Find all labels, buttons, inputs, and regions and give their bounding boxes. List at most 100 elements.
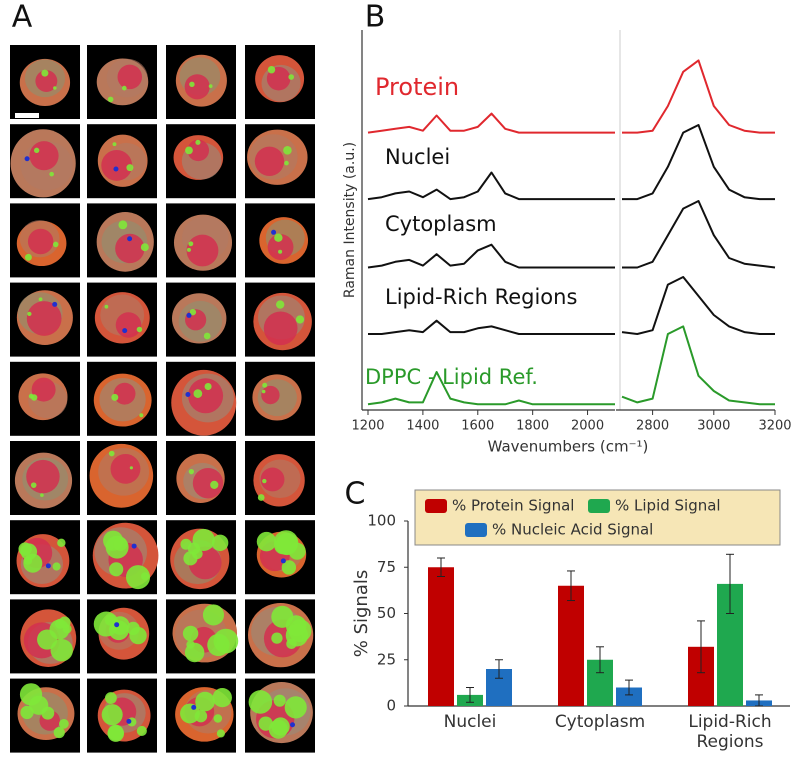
x-tick-label: 3000: [697, 419, 730, 434]
bar: [616, 687, 642, 706]
lipid-spot: [126, 164, 134, 172]
spectrum-line: [367, 243, 615, 269]
spectrum-line: [367, 171, 615, 201]
spectrum-line: [367, 371, 615, 406]
lipid-spot: [262, 382, 268, 388]
lipid-spot: [108, 450, 115, 457]
lipid-spot: [195, 139, 201, 145]
lipid-spot: [104, 304, 109, 309]
lipid-spot: [202, 604, 225, 626]
dna-spot: [186, 312, 192, 318]
dna-spot: [271, 229, 277, 235]
cell-nucleus: [188, 378, 224, 414]
lipid-spot: [59, 718, 69, 729]
lipid-spot: [248, 690, 273, 714]
lipid-spot: [109, 562, 124, 577]
cell-nucleus: [267, 234, 294, 260]
lipid-spot: [275, 532, 298, 556]
lipid-spot: [136, 326, 143, 333]
lipid-spot: [24, 253, 32, 261]
lipid-spot: [33, 147, 40, 154]
lipid-spot: [188, 469, 195, 475]
spectrum-line: [621, 325, 775, 406]
legend-swatch: [588, 499, 610, 513]
x-tick-label: 1200: [351, 419, 384, 434]
cell-nucleus: [115, 312, 142, 338]
cell-nucleus: [26, 301, 62, 336]
y-tick-label: 25: [377, 650, 396, 668]
lipid-spot: [186, 247, 191, 252]
cell-nucleus: [187, 139, 210, 162]
x-tick-label: 1600: [461, 419, 494, 434]
lipid-spot: [295, 315, 305, 324]
lipid-spot: [185, 146, 193, 155]
lipid-spot: [111, 393, 119, 401]
cell-nucleus: [117, 64, 143, 90]
y-axis-label: Raman Intensity (a.u.): [342, 142, 358, 298]
lipid-spot: [107, 725, 125, 742]
series-label: Lipid-Rich Regions: [385, 285, 577, 309]
lipid-spot: [261, 389, 266, 394]
dna-spot: [185, 391, 191, 397]
lipid-spot: [139, 413, 144, 418]
lipid-spot: [41, 69, 49, 77]
lipid-spot: [50, 639, 73, 662]
lipid-spot: [129, 466, 133, 470]
x-tick-label: 1400: [406, 419, 439, 434]
lipid-spot: [182, 625, 199, 642]
lipid-spot: [211, 534, 229, 552]
dna-spot: [290, 722, 296, 728]
lipid-spot: [30, 394, 38, 401]
panel-label: C: [345, 477, 366, 512]
lipid-spot: [288, 619, 312, 643]
lipid-spot: [38, 297, 43, 302]
scale-bar: [15, 113, 39, 118]
lipid-spot: [271, 632, 283, 644]
spectrum-line: [622, 200, 776, 269]
dna-spot: [113, 166, 119, 172]
spectrum-line: [622, 124, 775, 201]
lipid-spot: [195, 691, 215, 712]
legend-swatch: [465, 523, 487, 537]
lipid-spot: [105, 535, 129, 559]
lipid-spot: [258, 716, 273, 731]
x-tick-label: 2000: [571, 419, 604, 434]
cell-nucleus: [115, 233, 145, 264]
cell-nucleus: [263, 311, 298, 346]
cell-nucleus: [261, 385, 280, 405]
lipid-spot: [126, 565, 151, 590]
lipid-spot: [208, 84, 213, 89]
legend-label: % Protein Signal: [452, 497, 574, 515]
dna-spot: [280, 558, 286, 564]
lipid-spot: [108, 620, 129, 641]
lipid-spot: [204, 382, 212, 391]
spectrum-line: [621, 276, 775, 335]
lipid-spot: [186, 640, 195, 649]
lipid-spot: [105, 692, 117, 704]
panel-label: A: [12, 0, 33, 35]
spectrum-line: [367, 112, 615, 134]
dna-spot: [122, 328, 128, 334]
cell-nucleus: [29, 141, 59, 171]
lipid-spot: [112, 142, 117, 147]
dna-spot: [127, 236, 133, 242]
lipid-spot: [49, 171, 54, 177]
cell-nucleus: [110, 453, 141, 484]
y-axis-label: % Signals: [351, 570, 372, 658]
lipid-spot: [189, 308, 197, 316]
dna-spot: [131, 543, 137, 549]
lipid-spot: [126, 621, 140, 636]
dna-spot: [45, 563, 51, 569]
lipid-spot: [40, 493, 44, 497]
lipid-spot: [188, 241, 194, 247]
lipid-spot: [276, 300, 285, 309]
lipid-spot: [257, 494, 265, 501]
lipid-spot: [20, 543, 38, 560]
cell-nucleus: [26, 459, 60, 494]
lipid-spot: [274, 233, 283, 242]
cell-nucleus: [101, 150, 133, 181]
panel-label: B: [365, 0, 386, 35]
x-tick-label: Lipid-Rich Regions: [688, 712, 772, 752]
